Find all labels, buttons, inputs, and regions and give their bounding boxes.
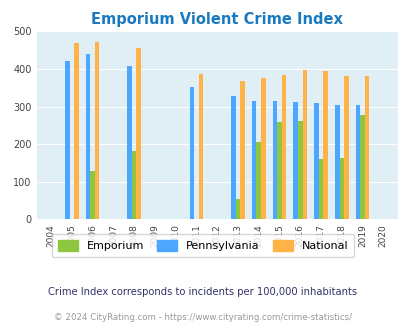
Bar [272, 101, 277, 219]
Bar [235, 199, 240, 219]
Bar [256, 142, 260, 219]
Bar [313, 103, 318, 219]
Bar [302, 70, 306, 219]
Bar [65, 61, 69, 219]
Bar [322, 71, 327, 219]
Bar [334, 105, 339, 219]
Bar [240, 82, 244, 219]
Bar [251, 101, 256, 219]
Bar [343, 76, 348, 219]
Bar [339, 158, 343, 219]
Bar [189, 87, 194, 219]
Bar [230, 96, 235, 219]
Bar [132, 150, 136, 219]
Bar [95, 42, 99, 219]
Bar [74, 43, 79, 219]
Bar [136, 48, 141, 219]
Bar [293, 102, 297, 219]
Bar [318, 159, 322, 219]
Bar [127, 66, 132, 219]
Title: Emporium Violent Crime Index: Emporium Violent Crime Index [91, 13, 342, 27]
Bar [85, 54, 90, 219]
Bar [260, 78, 265, 219]
Bar [281, 75, 286, 219]
Bar [355, 105, 359, 219]
Bar [198, 74, 203, 219]
Text: © 2024 CityRating.com - https://www.cityrating.com/crime-statistics/: © 2024 CityRating.com - https://www.city… [54, 313, 351, 322]
Bar [90, 171, 95, 219]
Bar [277, 122, 281, 219]
Bar [364, 76, 369, 219]
Legend: Emporium, Pennsylvania, National: Emporium, Pennsylvania, National [52, 234, 353, 257]
Text: Crime Index corresponds to incidents per 100,000 inhabitants: Crime Index corresponds to incidents per… [48, 287, 357, 297]
Bar [359, 115, 364, 219]
Bar [297, 121, 302, 219]
